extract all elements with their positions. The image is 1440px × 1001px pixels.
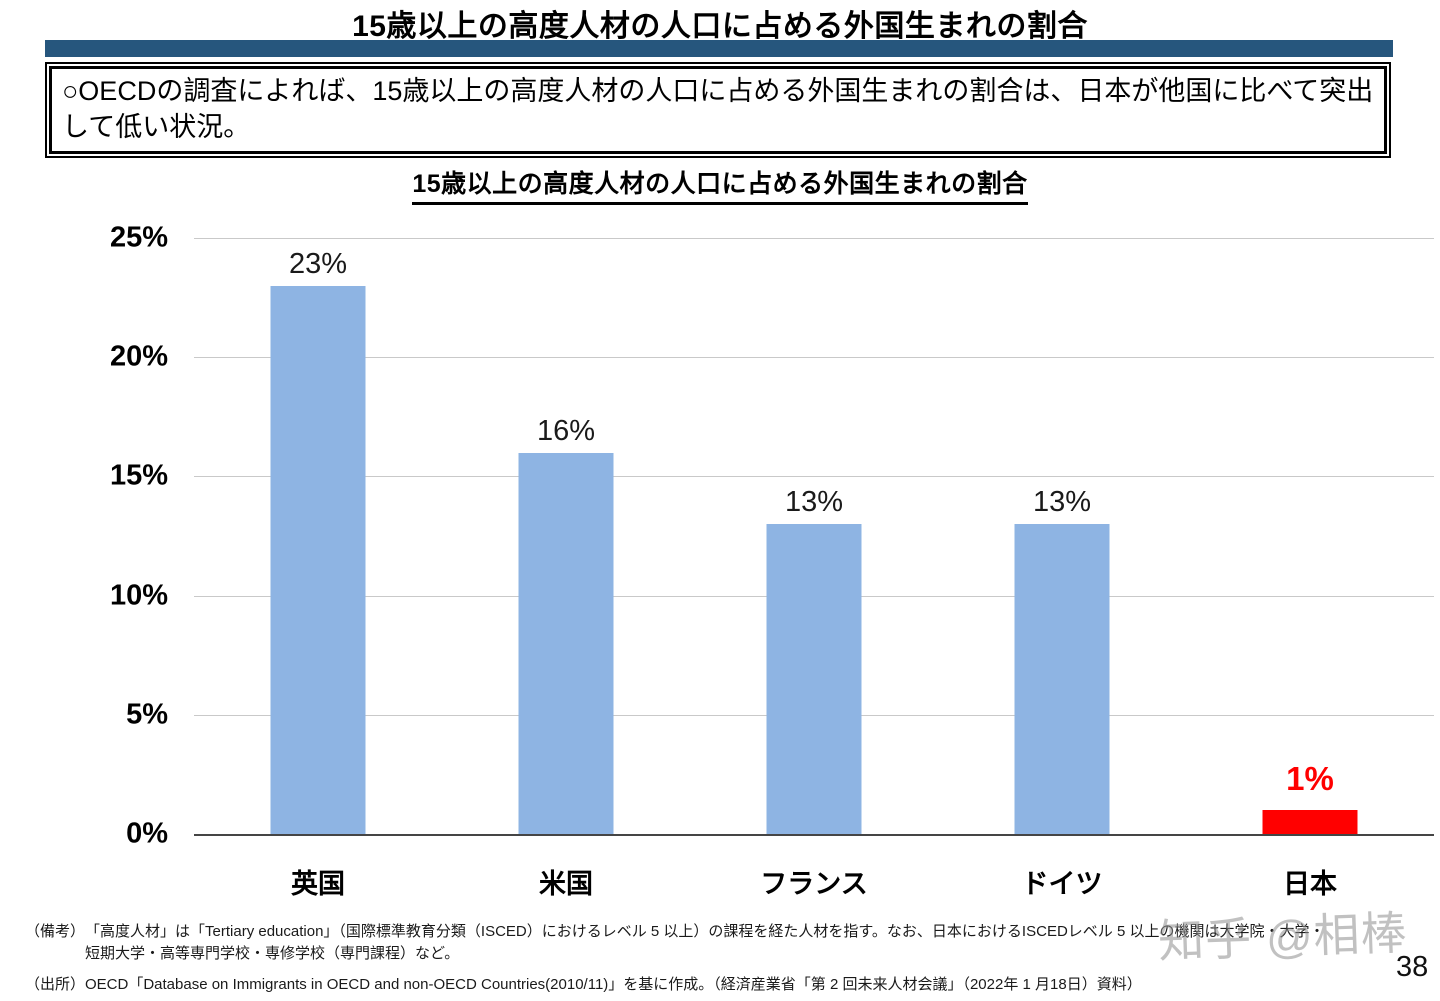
x-category-label: フランス xyxy=(760,869,868,899)
bar-米国: 16% xyxy=(518,415,614,834)
y-axis-tick-label: 15% xyxy=(109,459,168,492)
summary-callout-box: ○OECDの調査によれば、15歳以上の高度人材の人口に占める外国生まれの割合は、… xyxy=(45,62,1391,158)
y-axis-tick-label: 20% xyxy=(109,340,168,373)
y-axis-tick-label: 10% xyxy=(109,579,168,612)
remark-note-line1: 「高度人材」は「Tertiary education」（国際標準教育分類（ISC… xyxy=(85,923,1325,940)
summary-callout-text: ○OECDの調査によれば、15歳以上の高度人材の人口に占める外国生まれの割合は、… xyxy=(49,66,1387,154)
page-title: 15歳以上の高度人材の人口に占める外国生まれの割合 xyxy=(352,10,1088,43)
x-category-label: 日本 xyxy=(1283,869,1337,899)
x-category-label: 米国 xyxy=(539,869,593,899)
y-axis-tick-label: 25% xyxy=(109,221,168,254)
x-category-label: 英国 xyxy=(291,869,345,899)
footnotes: （備考） 「高度人材」は「Tertiary education」（国際標準教育分… xyxy=(25,921,1324,996)
x-category-label: ドイツ xyxy=(1021,869,1103,899)
remark-note-line2: 短期大学・高等専門学校・専修学校（専門課程）など。 xyxy=(85,945,460,962)
gridline xyxy=(194,357,1434,359)
bar-英国: 23% xyxy=(270,248,366,834)
bar-value-label: 13% xyxy=(784,486,844,519)
plot-area: 25% 20% 15% 10% 5% 0% 23% 英国 16% 米国 13% フランス 13% ドイツ 1… xyxy=(110,222,1434,899)
bar-フランス: 13% xyxy=(766,486,862,834)
bar-ドイツ: 13% xyxy=(1014,486,1110,834)
remark-note: （備考） 「高度人材」は「Tertiary education」（国際標準教育分… xyxy=(25,921,1324,965)
bar-日本: 1% xyxy=(1262,760,1358,834)
remark-note-label: （備考） xyxy=(25,923,86,940)
remark-note-body: 「高度人材」は「Tertiary education」（国際標準教育分類（ISC… xyxy=(85,921,1324,965)
source-note: （出所）OECD「Database on Immigrants in OECD … xyxy=(25,976,1142,993)
gridline xyxy=(194,476,1434,478)
title-accent-bar xyxy=(45,40,1393,57)
y-axis-tick-label: 5% xyxy=(126,698,168,731)
page-number: 38 xyxy=(1396,951,1429,983)
x-axis-line xyxy=(194,834,1434,836)
bar-value-label: 16% xyxy=(536,414,596,447)
bar-value-label: 1% xyxy=(1286,760,1334,798)
chart-title-wrap: 15歳以上の高度人材の人口に占める外国生まれの割合 xyxy=(0,164,1440,205)
bar-value-label: 13% xyxy=(1032,486,1092,519)
bar-value-label: 23% xyxy=(288,247,348,280)
watermark: 知乎 @相棒 xyxy=(1157,906,1409,968)
gridline xyxy=(194,238,1434,239)
y-axis-tick-label: 0% xyxy=(126,817,168,850)
chart-title: 15歳以上の高度人材の人口に占める外国生まれの割合 xyxy=(412,164,1028,205)
